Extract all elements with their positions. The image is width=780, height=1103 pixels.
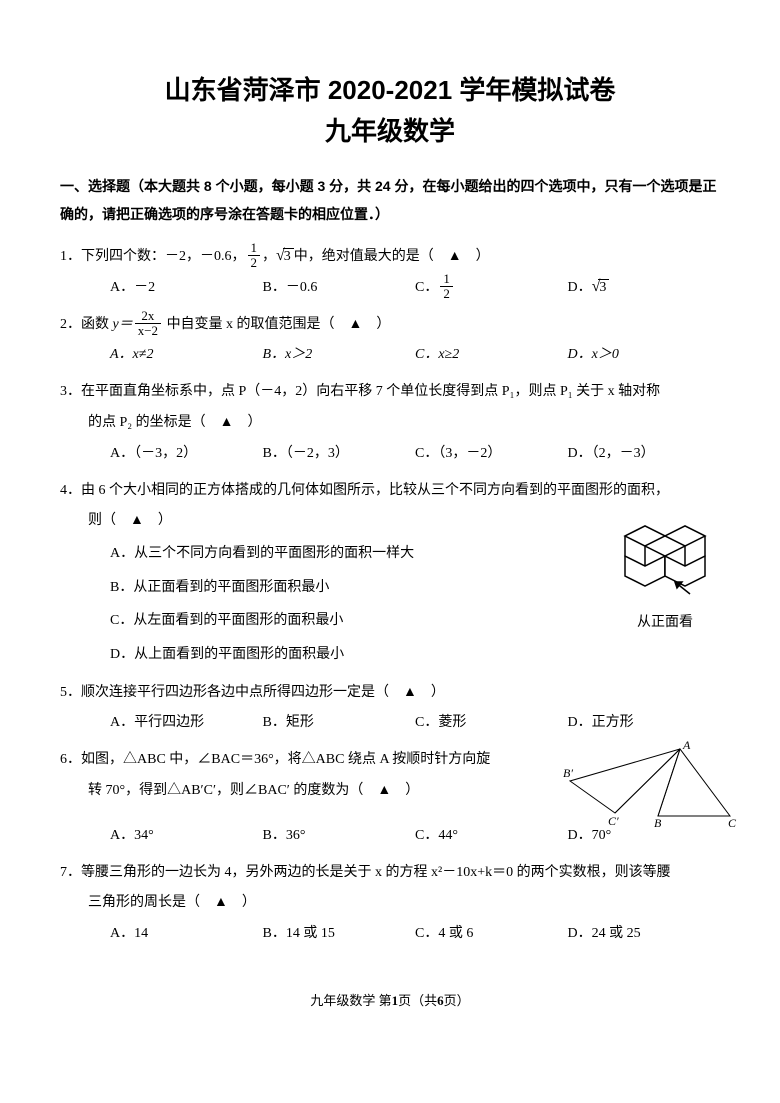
q2-stem: 2．函数 y＝2xx−2 中自变量 x 的取值范围是（ ▲ ） xyxy=(60,310,720,341)
section-heading: 一、选择题（本大题共 8 个小题，每小题 3 分，共 24 分，在每小题给出的四… xyxy=(60,172,720,228)
q1-stem-pre: 1．下列四个数：－2，－0.6， xyxy=(60,249,246,264)
q7-stem-line1: 7．等腰三角形的一边长为 4，另外两边的长是关于 x 的方程 x²－10x+k＝… xyxy=(60,858,720,889)
q2-option-a: A．x≠2 xyxy=(110,340,263,371)
q1-options: A．－2 B．－0.6 C．12 D．√3 xyxy=(60,273,720,304)
q1-option-c: C．12 xyxy=(415,273,568,304)
label-C: C xyxy=(728,816,737,830)
q2-option-c: C．x≥2 xyxy=(415,340,568,371)
q1-stem-post: 中，绝对值最大的是（ ▲ ） xyxy=(294,249,490,264)
q2-options: A．x≠2 B．x＞2 C．x≥2 D．x＞0 xyxy=(60,340,720,371)
q5-option-b: B．矩形 xyxy=(263,708,416,739)
label-Cp: C′ xyxy=(608,814,619,828)
question-5: 5．顺次连接平行四边形各边中点所得四边形一定是（ ▲ ） A．平行四边形 B．矩… xyxy=(60,678,720,740)
q6-option-c: C．44° xyxy=(415,821,568,852)
q5-option-c: C．菱形 xyxy=(415,708,568,739)
q7-option-a: A．14 xyxy=(110,919,263,950)
fraction-icon: 12 xyxy=(248,241,261,271)
triangle-rotation-icon: A B′ C′ B C xyxy=(560,741,740,831)
q1-stem: 1．下列四个数：－2，－0.6，12，√3中，绝对值最大的是（ ▲ ） xyxy=(60,242,720,273)
q1-option-b: B．－0.6 xyxy=(263,273,416,304)
sqrt-icon: √3 xyxy=(592,279,610,297)
q7-stem-line2: 三角形的周长是（ ▲ ） xyxy=(60,888,720,919)
q3-option-b: B．（－2，3） xyxy=(263,439,416,470)
question-4: 4．由 6 个大小相同的正方体搭成的几何体如图所示，比较从三个不同方向看到的平面… xyxy=(60,476,720,672)
cube-figure-icon xyxy=(605,496,725,596)
question-6: 6．如图，△ABC 中，∠BAC＝36°，将△ABC 绕点 A 按顺时针方向旋 … xyxy=(60,745,720,851)
q5-option-a: A．平行四边形 xyxy=(110,708,263,739)
page-footer: 九年级数学 第1页（共6页） xyxy=(60,990,720,1009)
label-B: B xyxy=(654,816,662,830)
question-2: 2．函数 y＝2xx−2 中自变量 x 的取值范围是（ ▲ ） A．x≠2 B．… xyxy=(60,310,720,372)
q7-option-b: B．14 或 15 xyxy=(263,919,416,950)
exam-page: 山东省菏泽市 2020-2021 学年模拟试卷 九年级数学 一、选择题（本大题共… xyxy=(0,0,780,1049)
q1-option-d: D．√3 xyxy=(568,273,721,304)
q2-option-d: D．x＞0 xyxy=(568,340,721,371)
q3-option-c: C．（3，－2） xyxy=(415,439,568,470)
label-Bp: B′ xyxy=(563,766,573,780)
q4-option-d: D．从上面看到的平面图形的面积最小 xyxy=(110,638,720,672)
q1-stem-mid: ， xyxy=(262,249,276,264)
q5-options: A．平行四边形 B．矩形 C．菱形 D．正方形 xyxy=(60,708,720,739)
q6-figure: A B′ C′ B C xyxy=(560,741,740,844)
q7-options: A．14 B．14 或 15 C．4 或 6 D．24 或 25 xyxy=(60,919,720,950)
q1-option-a: A．－2 xyxy=(110,273,263,304)
question-1: 1．下列四个数：－2，－0.6，12，√3中，绝对值最大的是（ ▲ ） A．－2… xyxy=(60,242,720,304)
q4-figure-caption: 从正面看 xyxy=(600,606,730,637)
q2-option-b: B．x＞2 xyxy=(263,340,416,371)
q3-option-d: D．（2，－3） xyxy=(568,439,721,470)
q3-options: A．（－3，2） B．（－2，3） C．（3，－2） D．（2，－3） xyxy=(60,439,720,470)
q3-option-a: A．（－3，2） xyxy=(110,439,263,470)
question-7: 7．等腰三角形的一边长为 4，另外两边的长是关于 x 的方程 x²－10x+k＝… xyxy=(60,858,720,950)
q5-stem: 5．顺次连接平行四边形各边中点所得四边形一定是（ ▲ ） xyxy=(60,678,720,709)
q3-stem-line2: 的点 P₂ 的坐标是（ ▲ ） xyxy=(60,408,720,439)
q5-option-d: D．正方形 xyxy=(568,708,721,739)
q3-stem-line1: 3．在平面直角坐标系中，点 P（－4，2）向右平移 7 个单位长度得到点 P₁，… xyxy=(60,377,720,408)
q6-option-a: A．34° xyxy=(110,821,263,852)
fraction-icon: 2xx−2 xyxy=(135,309,161,339)
fraction-icon: 12 xyxy=(440,272,453,302)
page-title: 山东省菏泽市 2020-2021 学年模拟试卷 xyxy=(60,70,720,107)
question-3: 3．在平面直角坐标系中，点 P（－4，2）向右平移 7 个单位长度得到点 P₁，… xyxy=(60,377,720,469)
sqrt-icon: √3 xyxy=(276,248,294,266)
q7-option-c: C．4 或 6 xyxy=(415,919,568,950)
q6-option-b: B．36° xyxy=(263,821,416,852)
page-subtitle: 九年级数学 xyxy=(60,111,720,148)
label-A: A xyxy=(682,741,691,752)
q4-figure: 从正面看 xyxy=(600,496,730,638)
q7-option-d: D．24 或 25 xyxy=(568,919,721,950)
